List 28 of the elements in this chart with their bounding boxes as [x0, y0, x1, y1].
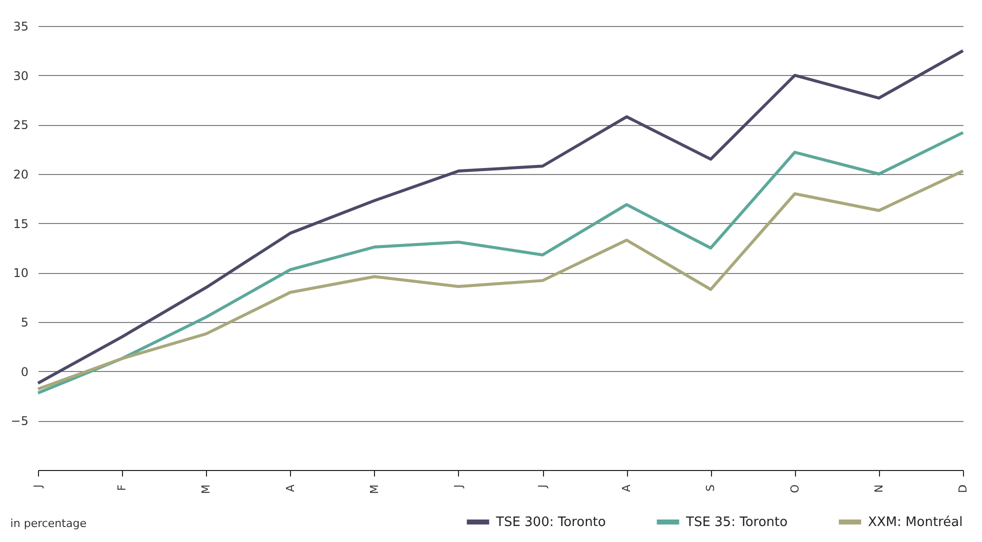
x-tick-label: J — [32, 484, 44, 489]
line-series — [36, 170, 964, 391]
x-tick-label: F — [116, 484, 129, 491]
x-tick-label: A — [284, 484, 297, 492]
y-tick-label: 25 — [13, 118, 28, 132]
text: in percentage — [10, 517, 87, 530]
y-tick-label: −5 — [10, 414, 28, 428]
x-tick-label: S — [704, 484, 718, 492]
x-tick-label: J — [536, 484, 550, 489]
y-tick-label: 10 — [13, 266, 28, 280]
y-tick-label: 5 — [20, 316, 28, 330]
x-tick-label: J — [452, 484, 465, 489]
legend-label: XXM: Montréal — [868, 515, 963, 530]
x-tick-label: N — [872, 484, 886, 493]
y-tick-label: 0 — [20, 364, 28, 379]
y-tick-label: 30 — [13, 68, 28, 83]
x-tick-label: A — [620, 484, 634, 492]
x-tick-label: M — [200, 484, 213, 494]
y-tick-label: 35 — [13, 20, 28, 34]
legend-label: TSE 35: Toronto — [685, 515, 788, 530]
line-series — [36, 131, 964, 395]
legend-label: TSE 300: Toronto — [495, 515, 606, 530]
x-tick-label: O — [788, 484, 802, 494]
x-tick-label: M — [368, 484, 381, 494]
y-tick-label: 15 — [13, 216, 28, 231]
x-tick-label: D — [956, 484, 970, 493]
line-series — [36, 49, 964, 385]
y-tick-label: 20 — [13, 168, 28, 182]
